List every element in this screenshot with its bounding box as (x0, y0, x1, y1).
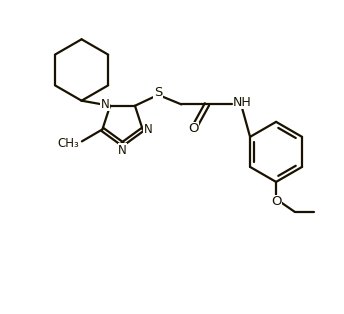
Text: O: O (271, 195, 281, 208)
Text: N: N (118, 144, 127, 157)
Text: O: O (188, 122, 198, 135)
Text: S: S (154, 86, 162, 99)
Text: NH: NH (233, 96, 252, 109)
Text: N: N (144, 123, 152, 136)
Text: CH₃: CH₃ (57, 137, 79, 149)
Text: N: N (101, 98, 110, 111)
